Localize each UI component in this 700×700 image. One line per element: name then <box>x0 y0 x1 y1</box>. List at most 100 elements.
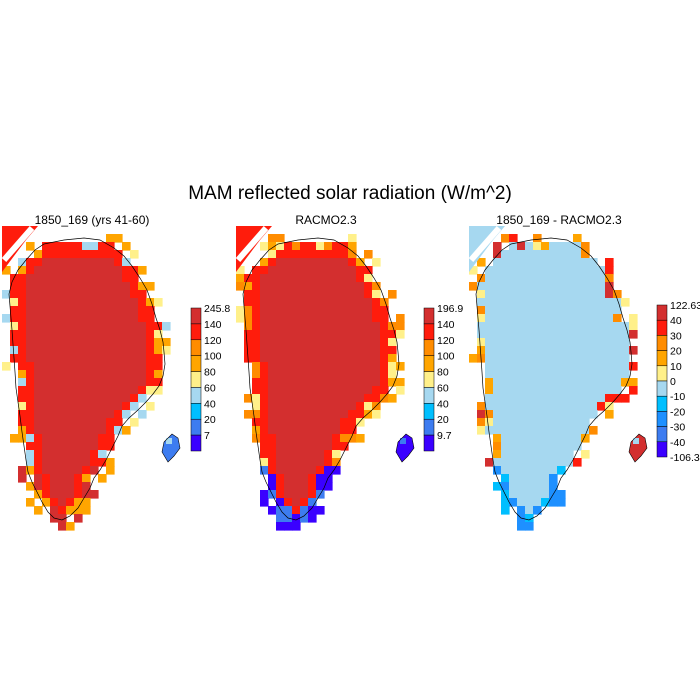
map-cell <box>260 394 269 403</box>
map-cell <box>364 322 373 331</box>
map-cell <box>26 314 35 323</box>
map-cell <box>340 266 349 275</box>
map-cell <box>509 330 518 339</box>
map-cell <box>372 330 381 339</box>
map-cell <box>268 394 277 403</box>
colorbar-label: -106.3 <box>670 452 700 464</box>
map-cell <box>565 258 574 267</box>
map-cell <box>477 298 486 307</box>
map-cell <box>98 394 107 403</box>
map-cell <box>268 354 277 363</box>
map-cell <box>573 242 582 251</box>
map-cell <box>74 402 83 411</box>
map-cell <box>589 370 598 379</box>
map-cell <box>276 274 285 283</box>
map-cell <box>517 266 526 275</box>
map-cell <box>300 426 309 435</box>
map-cell <box>549 290 558 299</box>
ellesmere-land <box>2 226 38 272</box>
map-cell <box>74 274 83 283</box>
map-cell <box>74 442 83 451</box>
map-cell <box>260 290 269 299</box>
map-cell <box>300 498 309 507</box>
map-cell <box>18 378 27 387</box>
map-cell <box>130 386 139 395</box>
map-cell <box>589 354 598 363</box>
coastline <box>242 237 400 521</box>
map-cell <box>26 258 35 267</box>
map-cell <box>300 450 309 459</box>
map-cell <box>50 378 59 387</box>
map-cell <box>252 434 261 443</box>
map-cell <box>42 282 51 291</box>
map-cell <box>252 410 261 419</box>
map-cell <box>308 394 317 403</box>
map-cell <box>276 474 285 483</box>
map-cell <box>244 322 253 331</box>
map-cell <box>533 306 542 315</box>
map-cell <box>477 418 486 427</box>
map-cell <box>66 346 75 355</box>
map-cell <box>348 298 357 307</box>
map-cell <box>34 458 43 467</box>
map-cell <box>597 362 606 371</box>
map-cell <box>340 330 349 339</box>
map-cell <box>50 298 59 307</box>
map-cell <box>316 474 325 483</box>
map-cell <box>122 394 131 403</box>
map-cell <box>348 242 357 251</box>
map-cell <box>252 290 261 299</box>
map-cell <box>74 290 83 299</box>
map-cell <box>268 234 277 243</box>
east-island-cell <box>400 438 406 444</box>
map-cell <box>589 378 598 387</box>
map-cell <box>573 434 582 443</box>
map-cell <box>308 498 317 507</box>
map-cell <box>509 394 518 403</box>
map-cell <box>308 450 317 459</box>
map-cell <box>284 450 293 459</box>
map-cell <box>130 394 139 403</box>
map-cell <box>557 314 566 323</box>
map-cell <box>10 346 19 355</box>
map-cell <box>260 442 269 451</box>
map-cell <box>549 354 558 363</box>
map-cell <box>356 410 365 419</box>
map-cell <box>589 394 598 403</box>
map-cell <box>332 426 341 435</box>
map-cell <box>324 434 333 443</box>
map-cell <box>66 498 75 507</box>
map-cell <box>348 234 357 243</box>
map-cell <box>525 330 534 339</box>
map-cell <box>34 450 43 459</box>
map-cell <box>50 490 59 499</box>
map-cell <box>380 298 389 307</box>
map-cell <box>372 402 381 411</box>
map-cell <box>90 466 99 475</box>
map-cell <box>308 482 317 491</box>
map-cell <box>162 322 171 331</box>
map-cell <box>388 378 397 387</box>
map-cell <box>501 378 510 387</box>
map-cell <box>82 402 91 411</box>
map-cell <box>316 378 325 387</box>
map-cell <box>348 378 357 387</box>
map-cell <box>549 474 558 483</box>
map-cell <box>597 330 606 339</box>
map-cell <box>485 418 494 427</box>
map-cell <box>509 410 518 419</box>
map-cell <box>525 498 534 507</box>
map-cell <box>308 274 317 283</box>
map-cell <box>130 378 139 387</box>
map-cell <box>605 362 614 371</box>
map-cell <box>324 410 333 419</box>
map-cell <box>292 378 301 387</box>
map-cell <box>477 410 486 419</box>
map-cell <box>501 306 510 315</box>
map-cell <box>589 362 598 371</box>
map-cell <box>469 354 478 363</box>
map-cell <box>34 402 43 411</box>
map-cell <box>348 386 357 395</box>
map-cell <box>348 418 357 427</box>
map-cell <box>541 378 550 387</box>
